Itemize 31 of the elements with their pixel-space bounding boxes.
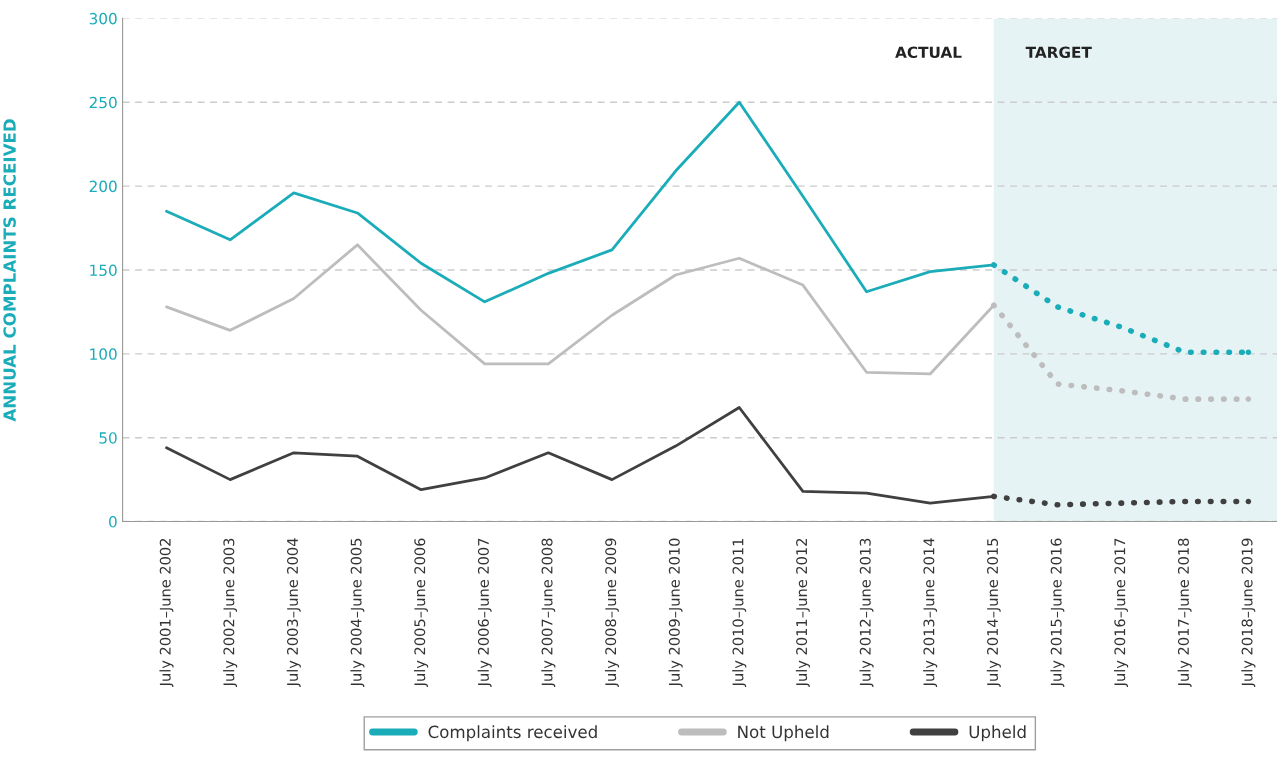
y-tick-label: 200 <box>89 180 117 193</box>
x-tick-label: July 2007–June 2008 <box>541 538 556 688</box>
x-tick-label: July 2006–June 2007 <box>477 538 492 688</box>
y-axis-title: ANNUAL COMPLAINTS RECEIVED <box>3 119 16 422</box>
y-tick-label: 100 <box>90 348 117 360</box>
x-tick-label: July 2012–June 2013 <box>859 538 874 688</box>
x-tick-label: July 2005–June 2006 <box>414 538 429 688</box>
x-tick-label: July 2003–June 2004 <box>286 538 301 688</box>
y-tick-label: 250 <box>89 96 117 109</box>
x-tick-label: July 2015–June 2016 <box>1050 538 1065 688</box>
x-tick-label: July 2010–June 2011 <box>732 538 747 688</box>
x-tick-label: July 2004–June 2005 <box>350 538 365 688</box>
x-tick-label: July 2009–June 2010 <box>668 538 683 688</box>
x-tick-label: July 2016–June 2017 <box>1114 538 1129 688</box>
legend-label: Upheld <box>969 725 1026 742</box>
band-label: TARGET <box>1025 46 1092 59</box>
x-tick-label: July 2002–June 2003 <box>223 538 238 688</box>
x-tick-label: July 2008–June 2009 <box>604 538 620 688</box>
x-tick-label: July 2011–June 2012 <box>795 539 810 688</box>
x-tick-label: July 2013–June 2014 <box>923 538 938 688</box>
y-tick-label: 300 <box>89 12 117 25</box>
x-tick-label: July 2001–June 2002 <box>159 539 174 688</box>
y-tick-label: 150 <box>90 264 117 277</box>
x-tick-label: July 2018–June 2019 <box>1241 538 1256 688</box>
x-tick-label: July 2017–June 2018 <box>1177 538 1192 688</box>
annotation: ACTUAL <box>895 46 962 59</box>
x-tick-label: July 2014–June 2015 <box>986 538 1001 688</box>
legend-label: Complaints received <box>428 725 597 742</box>
legend-label: Not Upheld <box>738 725 829 742</box>
y-tick-label: 0 <box>109 516 117 528</box>
y-tick-label: 50 <box>99 432 117 444</box>
